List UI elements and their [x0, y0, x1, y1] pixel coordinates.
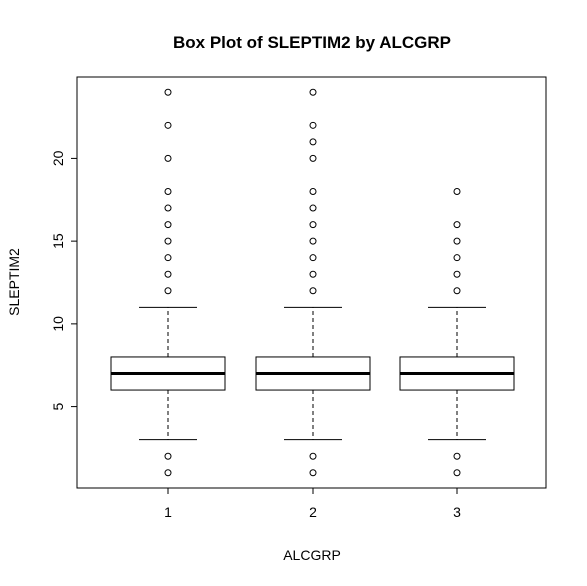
outlier-point [164, 452, 172, 460]
outlier-point [309, 187, 317, 195]
outlier-point [164, 237, 172, 245]
y-axis: 5 10 15 20 [50, 150, 78, 410]
box-group-2 [255, 88, 371, 477]
outlier-point [453, 221, 461, 229]
x-axis-label: ALCGRP [283, 547, 341, 563]
outlier-point [453, 254, 461, 262]
outlier-point [164, 88, 172, 96]
outlier-point [309, 204, 317, 212]
y-tick-label: 20 [50, 150, 66, 166]
outlier-point [309, 221, 317, 229]
outlier-point [309, 452, 317, 460]
x-axis: 1 2 3 [164, 487, 461, 520]
outlier-point [453, 270, 461, 278]
y-tick-label: 15 [50, 233, 66, 249]
x-tick-label: 1 [164, 504, 172, 520]
outlier-point [453, 237, 461, 245]
outlier-point [309, 270, 317, 278]
outlier-point [309, 88, 317, 96]
outlier-point [164, 254, 172, 262]
outlier-point [309, 287, 317, 295]
outlier-point [309, 237, 317, 245]
outlier-point [164, 469, 172, 477]
x-tick-label: 3 [453, 504, 461, 520]
x-tick-label: 2 [309, 504, 317, 520]
outlier-point [453, 287, 461, 295]
outlier-point [164, 121, 172, 129]
outlier-point [164, 204, 172, 212]
chart-title: Box Plot of SLEPTIM2 by ALCGRP [173, 33, 451, 52]
y-tick-label: 5 [50, 402, 66, 410]
boxes-group [110, 88, 515, 477]
outlier-point [164, 187, 172, 195]
outlier-point [164, 221, 172, 229]
box-group-1 [110, 88, 226, 477]
outlier-point [453, 452, 461, 460]
outlier-point [309, 254, 317, 262]
plot-frame [76, 76, 547, 489]
outlier-point [164, 287, 172, 295]
outlier-point [309, 138, 317, 146]
outlier-point [164, 270, 172, 278]
outlier-point [164, 154, 172, 162]
outlier-point [453, 469, 461, 477]
outlier-point [309, 121, 317, 129]
outlier-point [453, 187, 461, 195]
outlier-point [309, 469, 317, 477]
y-tick-label: 10 [50, 316, 66, 332]
outlier-point [309, 154, 317, 162]
box-group-3 [399, 187, 515, 477]
y-axis-label: SLEPTIM2 [6, 248, 22, 316]
